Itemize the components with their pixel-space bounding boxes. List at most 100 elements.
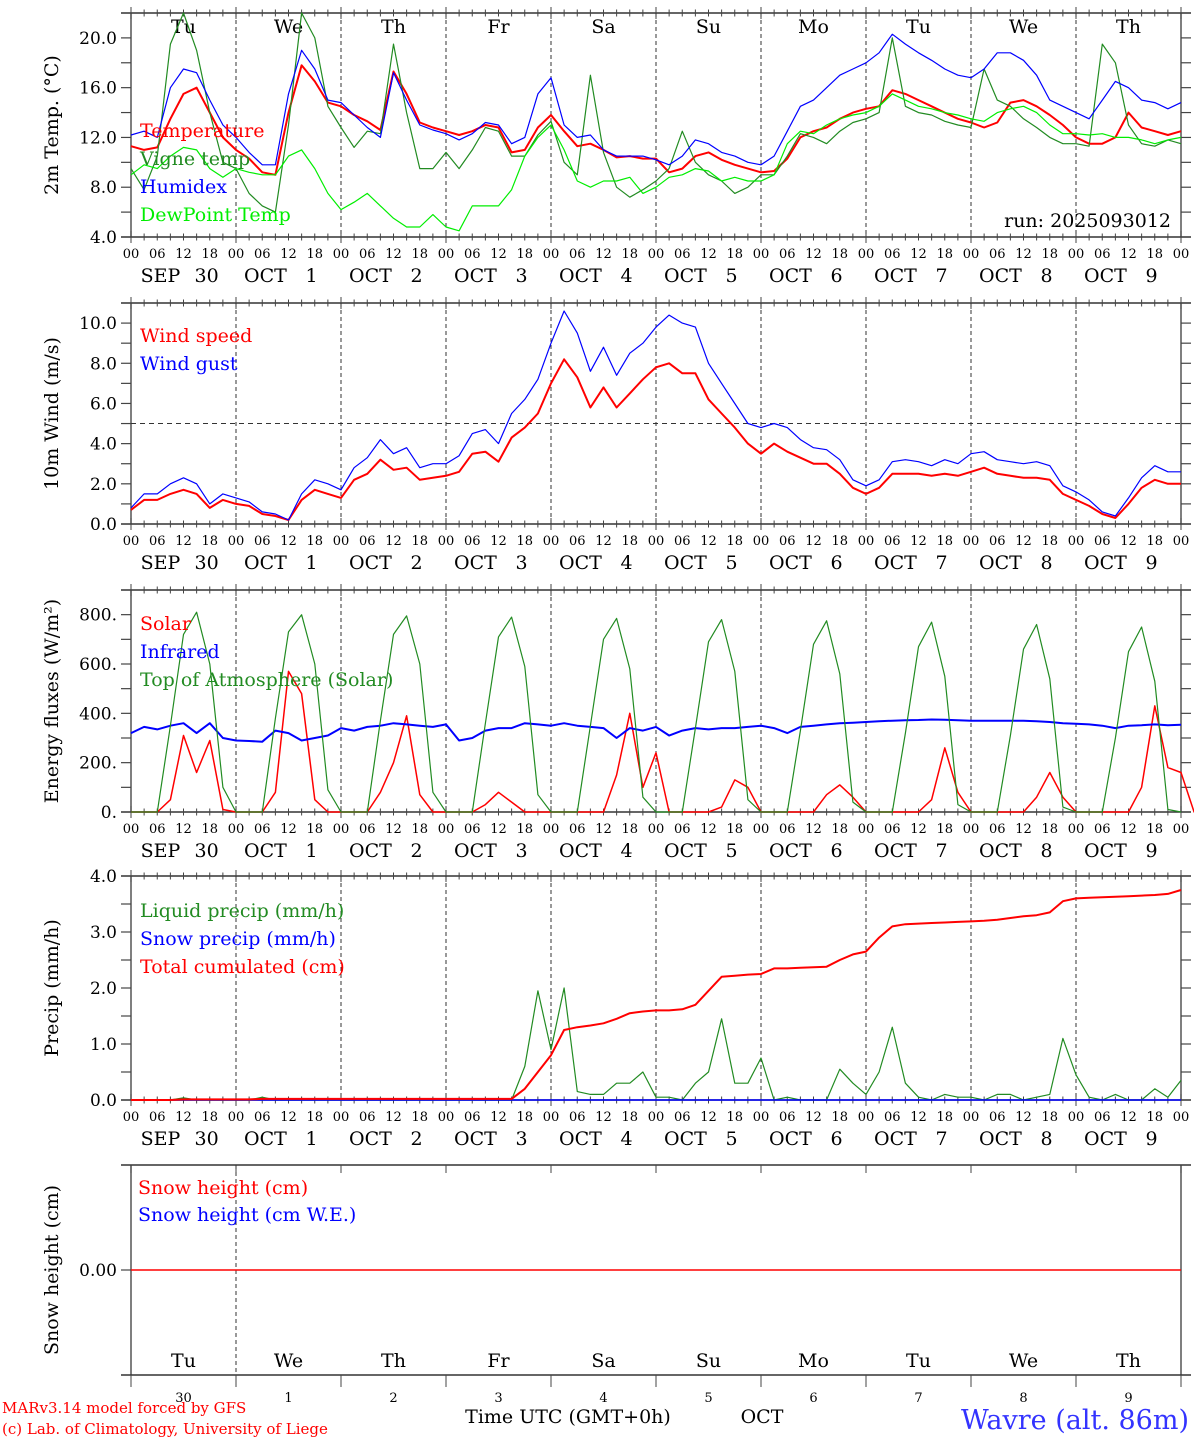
y-tick-label: 0. [101,803,117,823]
day-number-label: 6 [809,1391,817,1406]
date-day-label: 5 [726,840,738,862]
date-day-label: 5 [726,265,738,287]
date-day-label: 30 [195,1128,219,1150]
hour-tick-label: 18 [1041,247,1058,262]
hour-tick-label: 00 [858,247,875,262]
panel-energy: 0. 200. 400. 600. 800. Energy fluxes (W/m²) So… [41,584,1194,862]
date-day-label: 6 [831,840,843,862]
day-number-label: 4 [599,1391,607,1406]
weekday-label: Sa [591,16,615,38]
hour-tick-label: 18 [1146,534,1163,549]
hour-tick-label: 18 [831,1110,848,1125]
hour-tick-label: 00 [858,822,875,837]
panel-snow: 0.00 Snow height (cm) Tu We Th Fr Sa Su Mo Tu We Th… [41,1164,1191,1428]
hour-tick-label: 18 [201,1110,218,1125]
hour-tick-label: 12 [385,1110,402,1125]
date-day-label: 8 [1041,265,1053,287]
weekday-label: We [1009,16,1038,38]
series-line-top-of-atmosphere-solar- [131,611,1182,813]
y-tick-label: 600. [79,655,117,675]
weekday-label: We [1009,1350,1038,1372]
hour-tick-label: 06 [1094,534,1111,549]
weekday-label: Th [381,16,406,38]
hour-tick-label: 12 [175,822,192,837]
hour-tick-label: 18 [306,247,323,262]
panel-precip: 0.0 1.0 2.0 3.0 4.0 Precip (mm/h) Liquid preci… [41,867,1191,1150]
date-month-label: OCT [244,1128,287,1150]
y-tick-label: 6.0 [90,394,117,414]
hour-tick-label: 12 [1015,247,1032,262]
date-month-label: OCT [664,265,707,287]
hour-tick-label: 12 [805,247,822,262]
y-tick-label: 16.0 [79,79,117,99]
hour-tick-label: 12 [805,822,822,837]
hour-tick-label: 12 [595,534,612,549]
y-tick-label: 2.0 [90,979,117,999]
hour-tick-label: 12 [910,822,927,837]
date-month-label: OCT [769,265,812,287]
hour-tick-label: 00 [228,247,245,262]
hour-tick-label: 12 [175,534,192,549]
date-month-label: OCT [874,840,917,862]
hour-tick-label: 00 [858,534,875,549]
hour-tick-label: 12 [1015,534,1032,549]
hour-tick-label: 06 [989,534,1006,549]
hour-tick-label: 00 [753,534,770,549]
hour-tick-label: 06 [884,534,901,549]
hour-tick-label: 18 [411,247,428,262]
hour-tick-label: 06 [884,1110,901,1125]
date-month-label: OCT [1084,1128,1127,1150]
hour-tick-label: 18 [831,822,848,837]
hour-tick-label: 00 [648,1110,665,1125]
series-line-solar [131,670,1194,813]
y-tick-label: 400. [79,704,117,724]
y-tick-label: 20.0 [79,29,117,49]
date-month-label: OCT [979,1128,1022,1150]
hour-tick-label: 18 [831,247,848,262]
hour-tick-label: 12 [175,247,192,262]
month-label: OCT [741,1406,784,1428]
day-number-label: 8 [1019,1391,1027,1406]
hour-tick-label: 06 [359,822,376,837]
hour-tick-label: 18 [621,1110,638,1125]
hour-tick-label: 12 [805,1110,822,1125]
legend-entry: Snow height (cm) [138,1177,308,1199]
date-day-label: 5 [726,552,738,574]
hour-tick-label: 00 [1173,534,1190,549]
hour-tick-label: 12 [490,247,507,262]
hour-tick-label: 12 [595,822,612,837]
date-day-label: 7 [936,840,948,862]
hour-tick-label: 12 [280,247,297,262]
y-tick-label: 8.0 [90,354,117,374]
hour-tick-label: 06 [569,1110,586,1125]
date-day-label: 4 [621,840,633,862]
date-month-label: OCT [979,840,1022,862]
weekday-label: Tu [171,1350,196,1372]
legend-entry: Vigne temp [139,148,250,170]
y-tick-label: 0.0 [90,515,117,535]
hour-tick-label: 06 [779,1110,796,1125]
hour-tick-label: 06 [359,534,376,549]
hour-tick-label: 06 [569,534,586,549]
hour-tick-label: 12 [700,1110,717,1125]
legend-entry: Snow precip (mm/h) [140,928,336,950]
hour-tick-label: 18 [936,534,953,549]
hour-tick-label: 00 [648,534,665,549]
hour-tick-label: 00 [963,534,980,549]
weekday-label: Th [381,1350,406,1372]
hour-tick-label: 00 [123,1110,140,1125]
date-month-label: OCT [874,552,917,574]
y-axis-title: 10m Wind (m/s) [41,337,63,490]
date-day-label: 2 [411,265,423,287]
hour-tick-label: 18 [726,1110,743,1125]
y-tick-label: 8.0 [90,178,117,198]
hour-tick-label: 00 [753,247,770,262]
hour-tick-label: 18 [306,534,323,549]
date-month-label: OCT [1084,265,1127,287]
date-day-label: 3 [516,840,528,862]
legend-entry: Infrared [140,641,220,663]
hour-tick-label: 00 [228,822,245,837]
hour-tick-label: 18 [201,822,218,837]
hour-tick-label: 00 [1068,822,1085,837]
hour-tick-label: 06 [149,247,166,262]
